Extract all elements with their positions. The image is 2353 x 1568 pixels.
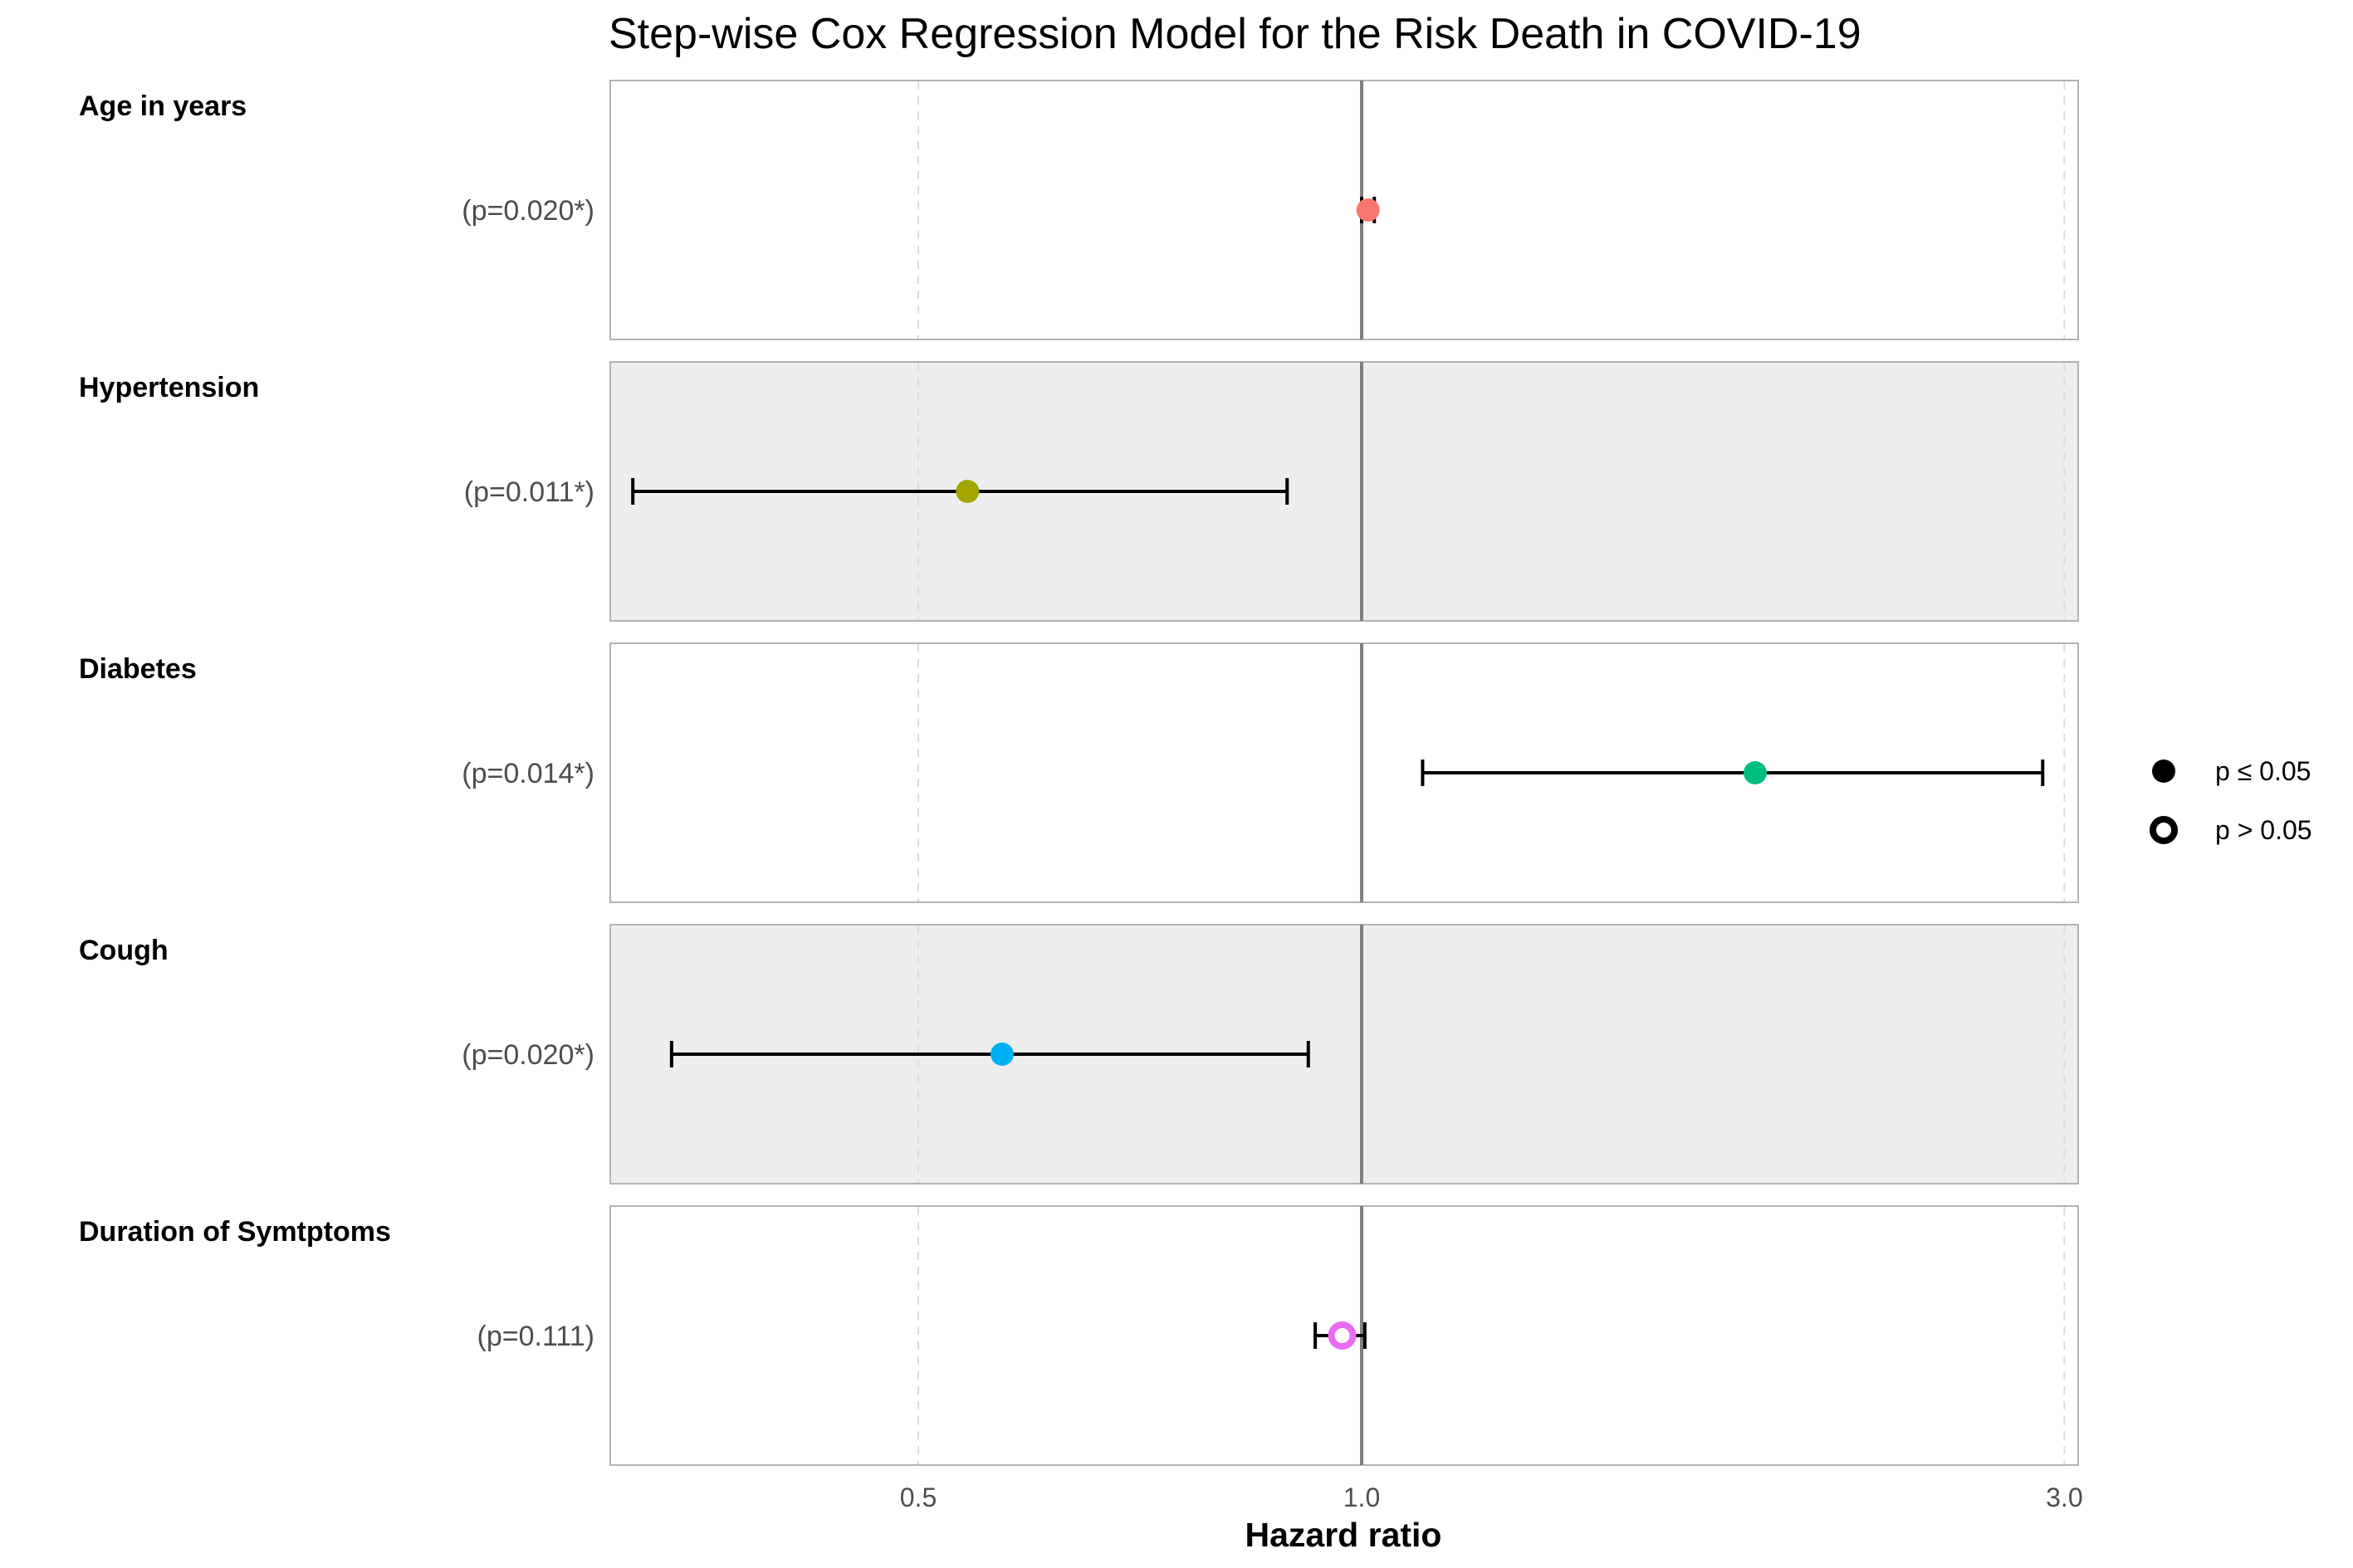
row-label: Age in years: [79, 90, 247, 122]
p-value-label: (p=0.014*): [462, 758, 594, 789]
p-value-label: (p=0.020*): [462, 195, 594, 227]
panel-1: Age in years (p=0.020*): [79, 80, 2079, 340]
p-value-label: (p=0.111): [477, 1321, 594, 1352]
row-label: Duration of Symtptoms: [79, 1216, 391, 1248]
x-axis-ticks: 0.5 1.0 3.0: [900, 1483, 2083, 1512]
x-axis-label: Hazard ratio: [1245, 1516, 1442, 1554]
legend-label: p ≤ 0.05: [2215, 756, 2311, 786]
x-tick-label: 0.5: [900, 1483, 937, 1512]
panel-4: Cough (p=0.020*): [79, 924, 2079, 1185]
legend: p ≤ 0.05 p > 0.05: [2150, 756, 2312, 845]
row-label: Diabetes: [79, 653, 197, 685]
hr-point: [990, 1043, 1014, 1066]
hr-point: [956, 480, 980, 503]
x-tick-label: 3.0: [2046, 1483, 2082, 1512]
legend-key-nonsignificant: [2150, 816, 2178, 844]
panel-background: [609, 80, 2079, 340]
panel-3: Diabetes (p=0.014*): [79, 642, 2079, 903]
row-label: Cough: [79, 935, 169, 966]
hr-point: [1356, 198, 1380, 222]
legend-key-significant: [2152, 760, 2175, 783]
panels: Age in years (p=0.020*) Hypertension (p=0.0…: [79, 80, 2079, 1466]
hr-point: [1743, 761, 1767, 784]
p-value-label: (p=0.011*): [464, 476, 594, 508]
panel-2: Hypertension (p=0.011*): [79, 361, 2079, 622]
legend-label: p > 0.05: [2215, 815, 2312, 845]
p-value-label: (p=0.020*): [462, 1039, 594, 1071]
panel-5: Duration of Symtptoms (p=0.111): [79, 1205, 2079, 1466]
row-label: Hypertension: [79, 372, 259, 403]
hr-point-open: [1328, 1321, 1357, 1350]
x-tick-label: 1.0: [1343, 1483, 1380, 1512]
chart-title: Step-wise Cox Regression Model for the R…: [609, 10, 1861, 58]
